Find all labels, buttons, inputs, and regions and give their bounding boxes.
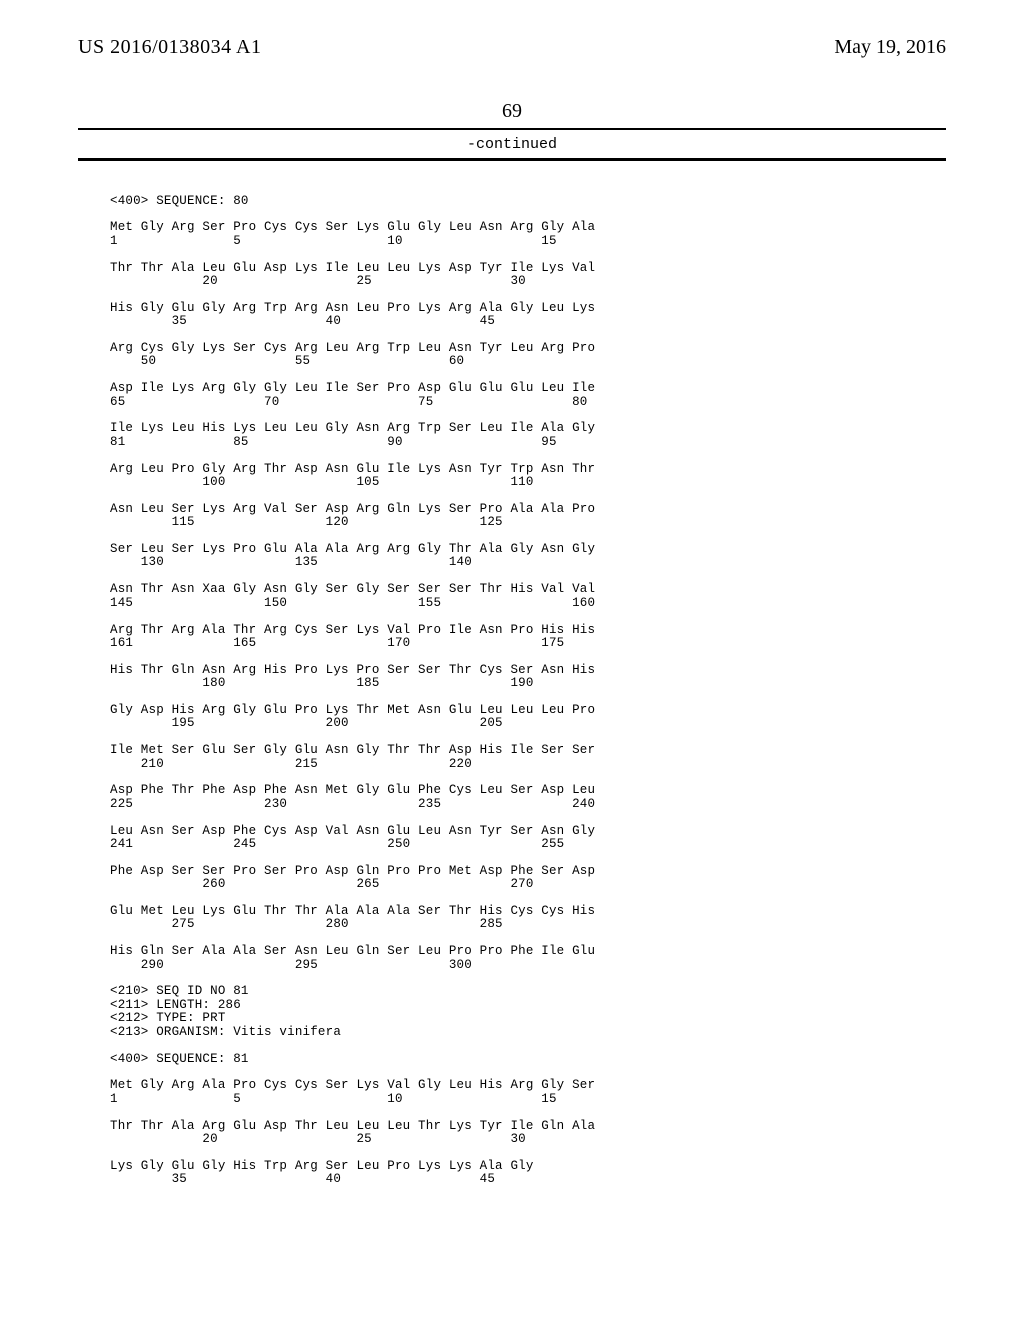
publication-number: US 2016/0138034 A1	[78, 36, 261, 59]
rule-top	[78, 128, 946, 130]
rule-bottom	[78, 158, 946, 161]
page-number: 69	[0, 100, 1024, 123]
sequence-listing: <400> SEQUENCE: 80 Met Gly Arg Ser Pro C…	[110, 195, 595, 1187]
publication-date: May 19, 2016	[834, 36, 946, 59]
continued-label: -continued	[0, 136, 1024, 153]
